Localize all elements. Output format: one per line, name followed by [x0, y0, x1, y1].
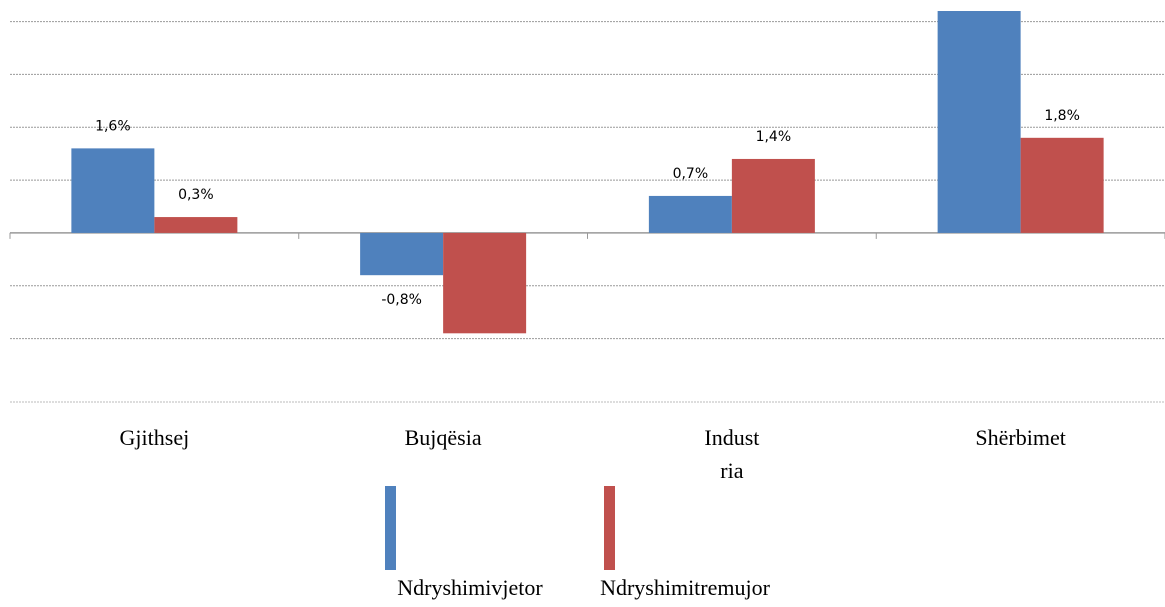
data-label: 1,6%	[95, 118, 131, 134]
bar	[1020, 137, 1104, 233]
legend-label: Ndryshimitremujor	[600, 575, 771, 600]
x-tick-label: Gjithsej	[120, 425, 190, 450]
legend-swatch	[385, 486, 396, 570]
data-label: 1,8%	[1044, 108, 1080, 124]
bar	[360, 232, 444, 276]
data-label: 1,4%	[756, 129, 792, 145]
legend-swatch	[604, 486, 615, 570]
data-label: -0,8%	[381, 292, 422, 308]
data-label: 0,3%	[178, 187, 214, 203]
bar	[443, 232, 527, 334]
bar	[154, 217, 238, 233]
x-tick-label: Shërbimet	[975, 425, 1065, 450]
bar	[731, 158, 815, 233]
bar	[648, 195, 732, 233]
bar	[71, 148, 155, 233]
x-tick-label: Indust ria	[704, 425, 759, 483]
data-label: 0,7%	[673, 166, 709, 182]
bar	[937, 11, 1021, 233]
legend-label: Ndryshimivjetor	[397, 575, 543, 600]
x-tick-label: Bujqësia	[405, 425, 482, 450]
